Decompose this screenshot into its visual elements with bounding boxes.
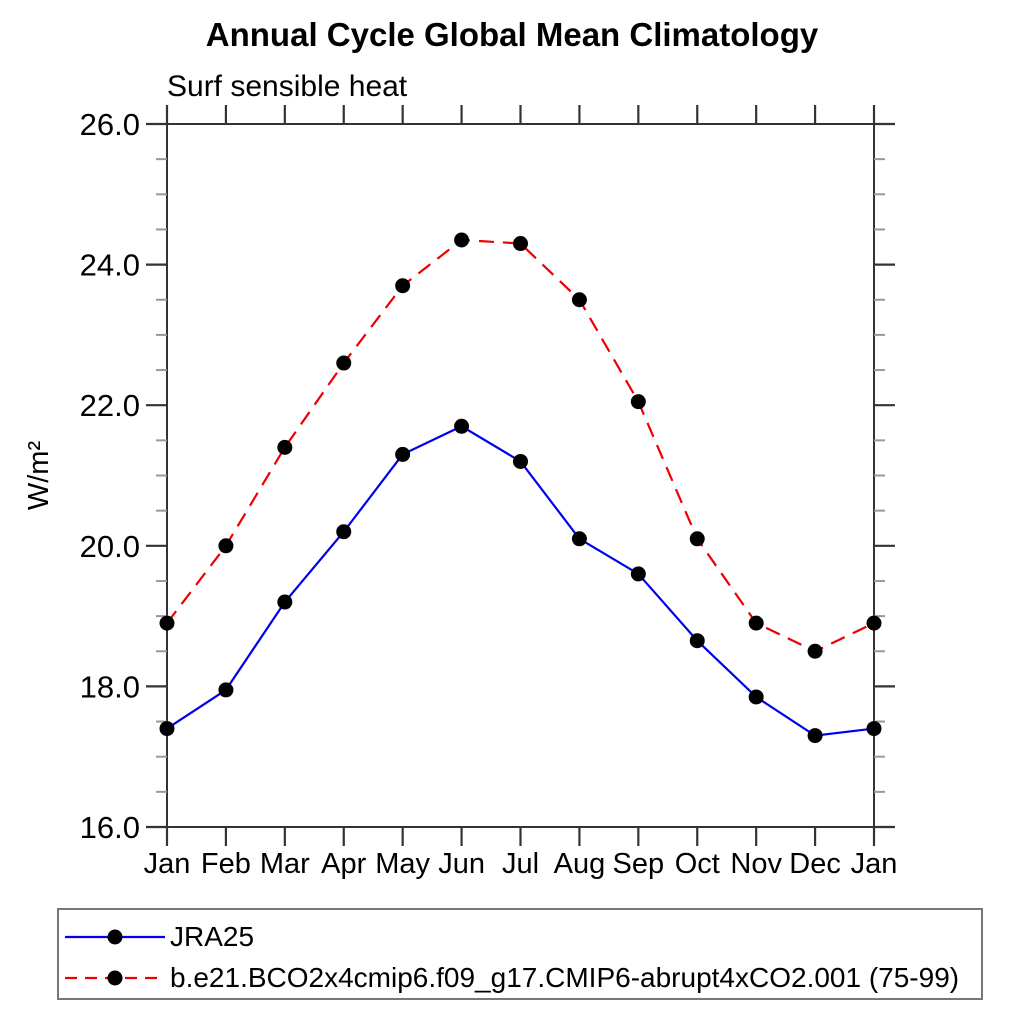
data-point-s0 [866, 721, 882, 737]
data-point-s1 [748, 615, 764, 631]
x-tick-label: Sep [613, 848, 665, 880]
legend-entry-model: b.e21.BCO2x4cmip6.f09_g17.CMIP6-abrupt4x… [63, 958, 959, 998]
x-tick-label: Feb [201, 848, 251, 880]
chart-title: Annual Cycle Global Mean Climatology [205, 16, 819, 53]
data-point-s1 [336, 355, 352, 371]
data-point-s0 [277, 594, 293, 610]
series-line-1 [166, 238, 875, 653]
data-point-s0 [395, 446, 411, 462]
x-tick-label: Mar [260, 848, 310, 880]
data-point-s1 [218, 538, 234, 554]
x-tick-label: Apr [321, 848, 366, 880]
data-point-s1 [277, 439, 293, 455]
data-point-s0 [630, 566, 646, 582]
data-point-s0 [454, 418, 470, 434]
x-tick-label: Jul [502, 848, 539, 880]
data-point-s0 [218, 682, 234, 698]
data-point-s0 [689, 633, 705, 649]
data-point-s0 [513, 453, 528, 469]
plot-frame [166, 123, 875, 828]
y-tick-label: 18.0 [80, 669, 140, 704]
legend-entry-jra25: JRA25 [63, 917, 254, 957]
x-tick-label: Aug [554, 848, 606, 880]
data-point-s0 [571, 531, 587, 547]
data-point-s1 [630, 394, 646, 410]
data-point-s1 [866, 615, 882, 631]
data-point-s1 [395, 278, 411, 294]
x-tick-label: Jan [851, 848, 898, 880]
x-tick-label: May [375, 848, 430, 880]
data-point-s0 [159, 721, 175, 737]
x-tick-label: Dec [789, 848, 841, 880]
y-tick-label: 26.0 [80, 107, 140, 142]
x-tick-label: Oct [675, 848, 720, 880]
y-tick-label: 20.0 [80, 529, 140, 564]
y-tick-label: 22.0 [80, 388, 140, 423]
legend-label: JRA25 [170, 921, 255, 952]
y-axis-title: W/m² [23, 441, 55, 511]
x-tick-label: Nov [730, 848, 782, 880]
legend-line-sample-dashed [65, 970, 165, 986]
data-point-s1 [513, 236, 528, 252]
legend: JRA25 b.e21.BCO2x4cmip6.f09_g17.CMIP6-ab… [57, 908, 983, 1000]
chart-subtitle: Surf sensible heat [167, 70, 408, 103]
y-tick-label: 16.0 [80, 810, 140, 845]
data-point-s1 [454, 232, 470, 248]
x-tick-label: Jun [438, 848, 485, 880]
data-point-s0 [748, 689, 764, 705]
data-point-s1 [159, 615, 175, 631]
series-line-0 [166, 425, 875, 737]
data-point-s1 [807, 643, 823, 659]
data-point-s0 [807, 728, 823, 744]
legend-label: b.e21.BCO2x4cmip6.f09_g17.CMIP6-abrupt4x… [170, 962, 960, 993]
x-tick-label: Jan [144, 848, 191, 880]
legend-line-sample-solid [65, 929, 165, 945]
data-point-s1 [689, 531, 705, 547]
data-point-s0 [336, 524, 352, 540]
y-tick-label: 24.0 [80, 248, 140, 283]
data-point-s1 [571, 292, 587, 308]
